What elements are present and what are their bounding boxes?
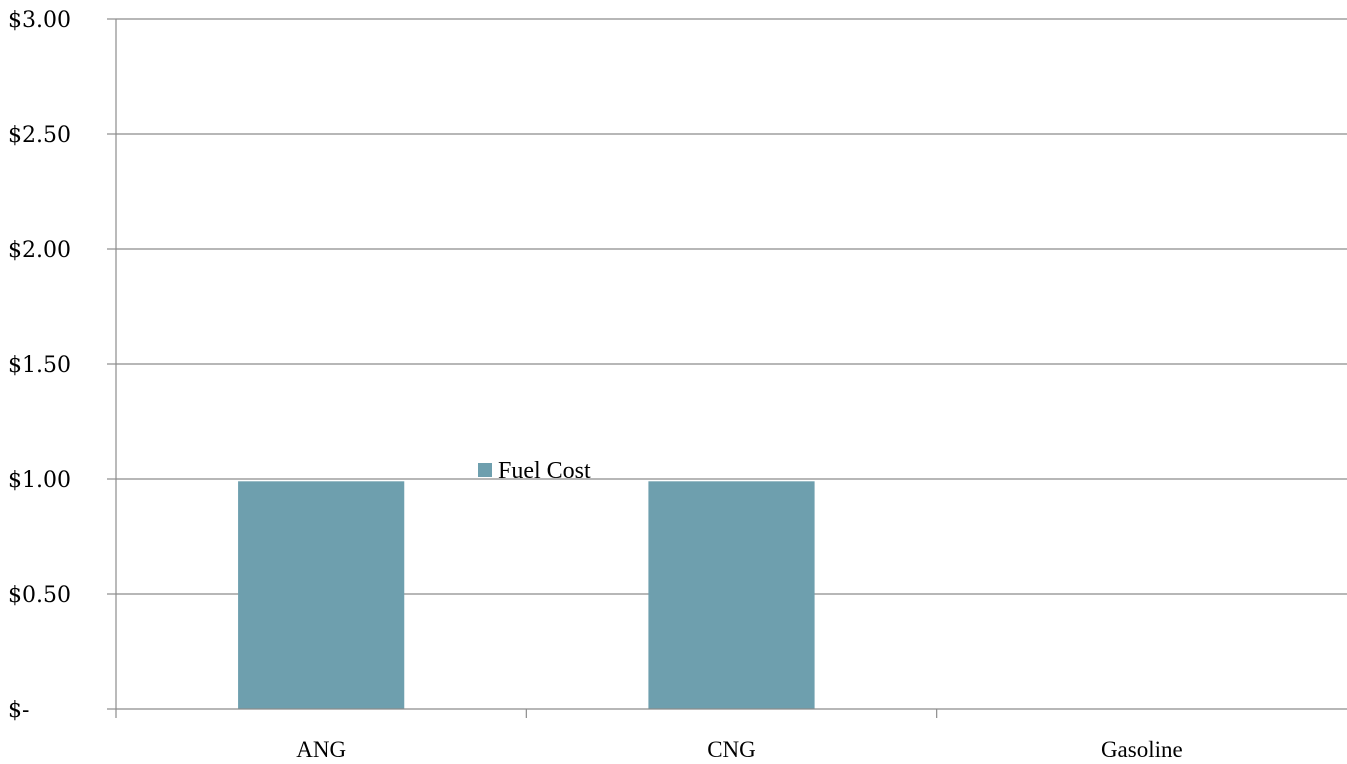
bars: [238, 481, 815, 709]
y-tick-label: $3.00: [8, 8, 71, 33]
bar: [648, 481, 815, 709]
x-tick-labels: ANG CNG Gasoline: [296, 737, 1182, 762]
axes: [107, 18, 1347, 718]
x-tick-label: CNG: [707, 737, 756, 762]
y-tick-label: $2.00: [8, 238, 71, 263]
bar: [238, 481, 405, 709]
y-tick-label: $1.50: [8, 353, 71, 378]
legend-label: Fuel Cost: [498, 458, 591, 484]
gridlines: [116, 18, 1347, 595]
y-tick-label: $2.50: [8, 123, 71, 148]
y-tick-label: $0.50: [8, 583, 71, 608]
x-tick-label: Gasoline: [1101, 737, 1183, 762]
legend-swatch: [478, 463, 492, 477]
y-tick-label: $1.00: [8, 468, 71, 493]
y-tick-labels: $- $0.50 $1.00 $1.50 $2.00 $2.50 $3.00: [8, 8, 71, 723]
x-tick-label: ANG: [296, 737, 346, 762]
legend: Fuel Cost: [478, 458, 591, 484]
y-tick-label: $-: [8, 698, 29, 723]
